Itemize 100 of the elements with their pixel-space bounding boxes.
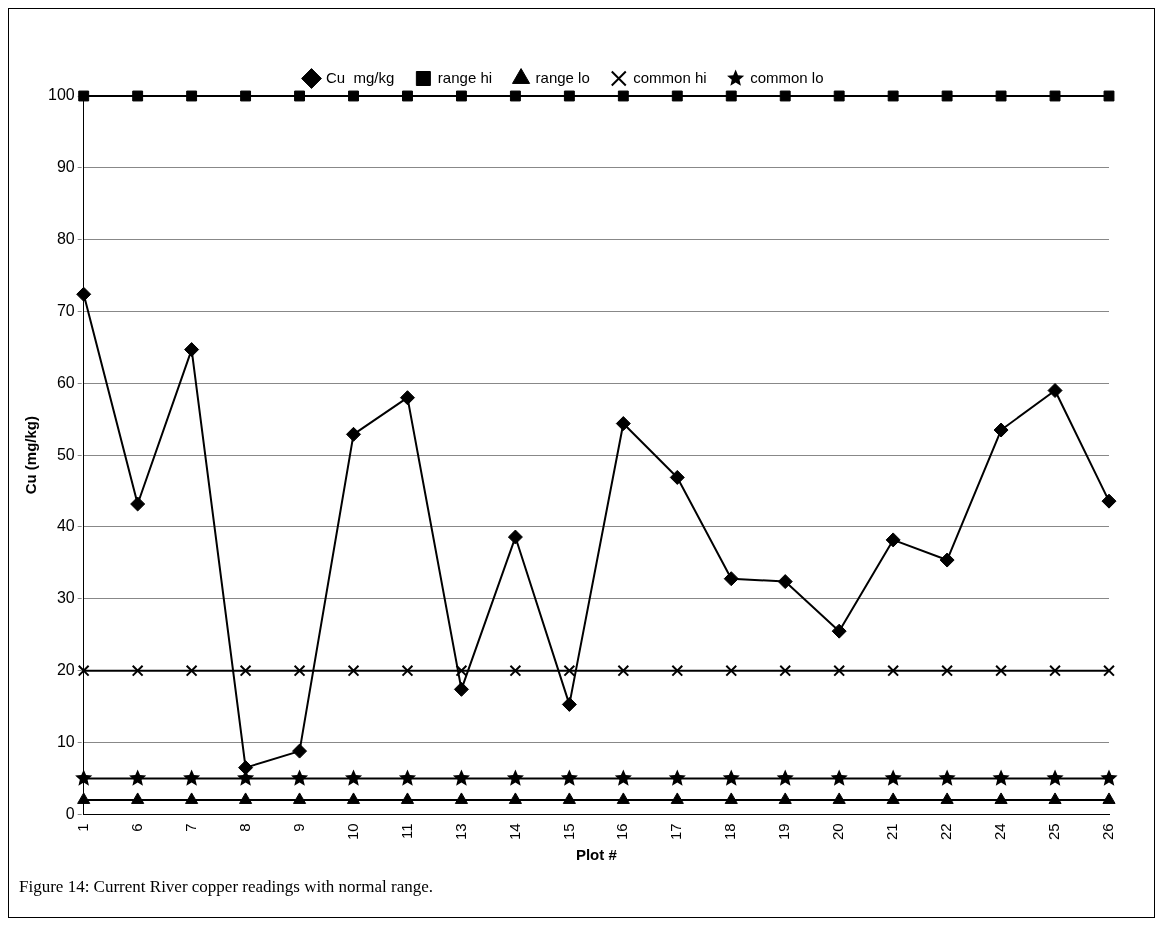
x-tick-label: 16 [613,823,631,840]
point [130,496,146,512]
point [1101,493,1117,509]
point [1047,383,1063,399]
x-tick-label: 9 [289,823,307,832]
x-tick-label: 22 [937,823,955,840]
point [940,792,954,804]
point [1103,90,1115,102]
point [290,769,309,786]
legend-label: Cu mg/kg [326,68,395,86]
point [185,792,199,804]
point [76,286,92,302]
point [992,769,1010,786]
point [669,469,685,485]
x-tick-label: 15 [559,823,577,840]
point [562,792,576,804]
point [402,90,413,102]
point [1049,664,1061,677]
x-axis-title: Plot # [575,846,618,864]
x-tick-label: 26 [1099,823,1117,840]
point [563,90,575,102]
point [615,416,631,432]
point [778,792,792,804]
point [833,90,845,102]
point [78,90,90,102]
legend-label: range lo [535,68,590,86]
point [346,426,362,442]
x-tick-label: 20 [829,823,847,840]
point [75,769,93,786]
point [400,792,415,804]
point [452,769,470,786]
x-tick-label: 17 [667,823,685,840]
y-tick-label: 10 [56,732,75,750]
point [939,552,955,568]
x-tick-label: 19 [775,823,793,840]
point [506,769,524,786]
point [239,792,253,804]
point [832,792,846,804]
point [238,760,254,776]
y-tick-label: 70 [56,301,75,319]
point [398,769,417,786]
y-tick-label: 100 [47,86,75,104]
point [938,769,956,786]
point [1102,792,1116,804]
point [830,769,848,786]
point [724,792,738,804]
point [184,342,200,358]
point [995,664,1008,677]
point [725,90,737,102]
point [668,769,686,786]
x-tick-label: 1 [73,823,91,832]
y-tick-label: 20 [56,661,75,679]
point [779,664,792,677]
point [776,769,794,786]
point [348,90,359,102]
x-tick-label: 11 [397,823,415,839]
point [1100,769,1118,786]
y-tick-label: 0 [65,804,75,822]
point [722,769,740,786]
x-tick-label: 10 [343,823,361,840]
point [831,623,847,639]
point [129,769,147,786]
point [508,792,522,804]
point [725,664,738,677]
point [1049,90,1061,102]
point [455,664,468,677]
point [132,90,144,102]
point [292,743,308,759]
x-tick-label: 21 [883,823,901,840]
point [1103,664,1115,677]
point [183,769,201,786]
point [344,769,363,786]
x-tick-label: 7 [181,823,199,832]
point [131,792,145,804]
legend-label: range hi [437,68,493,86]
point [885,532,901,548]
point [509,664,522,677]
y-tick-label: 30 [56,589,75,607]
point [186,90,198,102]
point [617,90,629,102]
point [185,664,198,677]
point [294,90,305,102]
point [77,792,91,804]
point [1046,769,1064,786]
point [884,769,902,786]
y-tick-label: 60 [56,373,75,391]
point [617,664,630,677]
x-tick-label: 25 [1045,823,1063,840]
point [239,664,252,677]
point [671,90,683,102]
point [993,422,1009,438]
point [614,769,632,786]
point [887,664,900,677]
point [941,90,953,102]
point [560,769,578,786]
point [507,529,523,545]
point [671,664,684,677]
point [670,792,684,804]
point [454,792,468,804]
y-axis-title: Cu (mg/kg) [22,415,40,495]
